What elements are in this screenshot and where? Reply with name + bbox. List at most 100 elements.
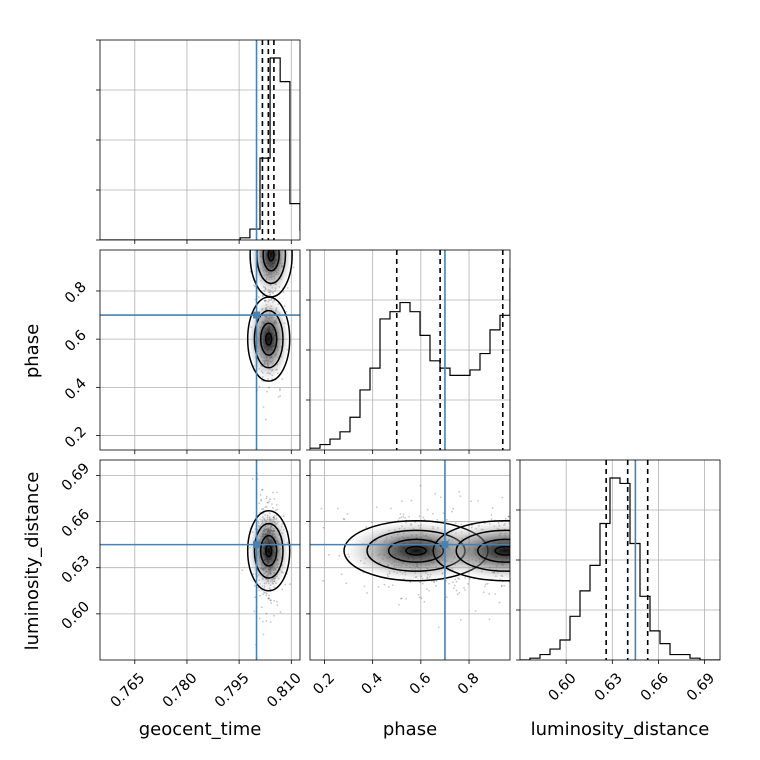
scatter-point: [536, 524, 538, 526]
scatter-point: [278, 232, 280, 234]
scatter-point: [439, 496, 442, 499]
scatter-point: [273, 497, 276, 500]
scatter-point: [268, 597, 271, 600]
scatter-point: [563, 571, 565, 573]
scatter-point: [488, 618, 491, 621]
scatter-point: [586, 539, 588, 541]
scatter-point: [518, 546, 520, 548]
scatter-point: [540, 568, 542, 570]
scatter-point: [515, 522, 517, 524]
scatter-point: [266, 235, 268, 237]
scatter-point: [529, 542, 531, 544]
scatter-point: [456, 593, 459, 596]
scatter-point: [524, 558, 526, 560]
scatter-point: [277, 242, 279, 244]
scatter-point: [277, 245, 279, 247]
scatter-point: [567, 546, 569, 548]
contour-line: [265, 332, 273, 346]
y-tick-label: 0.8: [62, 279, 90, 307]
scatter-point: [399, 513, 402, 515]
scatter-point: [510, 586, 512, 588]
scatter-point: [400, 516, 403, 519]
scatter-point: [274, 248, 276, 250]
scatter-point: [270, 234, 272, 236]
scatter-point: [391, 584, 394, 587]
scatter-point: [279, 387, 281, 390]
scatter-point: [273, 218, 275, 220]
scatter-point: [268, 247, 270, 249]
scatter-point: [520, 538, 522, 540]
histogram-step-line: [100, 57, 300, 240]
scatter-point: [417, 593, 420, 596]
scatter-point: [322, 579, 324, 582]
scatter-point: [552, 545, 554, 547]
x-tick-label: 0.810: [264, 670, 305, 711]
scatter-point: [279, 389, 281, 392]
panel-plot-area: [100, 218, 300, 450]
scatter-point: [526, 565, 528, 567]
scatter-point: [267, 236, 269, 238]
truth-marker: [253, 541, 261, 549]
scatter-point: [269, 220, 271, 222]
panel-frame: [99, 249, 301, 451]
scatter-point: [525, 548, 527, 550]
scatter-point: [511, 547, 513, 549]
scatter-point: [482, 591, 485, 594]
scatter-point: [365, 526, 368, 529]
density-region: [433, 520, 510, 581]
scatter-point: [271, 507, 274, 509]
scatter-point: [270, 220, 272, 222]
scatter-point: [426, 508, 429, 511]
panel-frame: [309, 459, 511, 661]
scatter-point: [266, 242, 268, 244]
x-tick-label: 0.2: [310, 670, 338, 698]
scatter-point: [264, 248, 266, 250]
scatter-point: [267, 248, 269, 250]
scatter-point: [400, 597, 403, 600]
scatter-point: [289, 583, 292, 586]
scatter-point: [276, 245, 278, 247]
scatter-point: [264, 591, 267, 594]
scatter-point: [269, 237, 271, 239]
scatter-point: [267, 242, 269, 244]
scatter-point: [269, 233, 271, 235]
contour-line: [253, 522, 284, 579]
scatter-point: [563, 526, 565, 528]
scatter-point: [467, 582, 470, 585]
scatter-point: [500, 585, 503, 588]
scatter-point: [537, 548, 539, 550]
scatter-point: [271, 221, 273, 223]
scatter-point: [422, 516, 425, 519]
scatter-point: [527, 576, 529, 578]
scatter-point: [272, 247, 274, 249]
scatter-point: [265, 497, 268, 500]
scatter-point: [556, 589, 558, 591]
x-tick-label: 0.60: [546, 670, 580, 704]
scatter-point: [530, 555, 532, 557]
scatter-point: [264, 418, 267, 421]
scatter-point: [288, 246, 290, 248]
scatter-point: [263, 591, 266, 594]
scatter-point: [265, 619, 268, 622]
scatter-point: [520, 516, 522, 518]
scatter-point: [547, 556, 549, 558]
contour-line: [253, 309, 284, 369]
scatter-point: [242, 222, 244, 224]
scatter-point: [397, 519, 400, 522]
scatter-point: [513, 546, 515, 548]
scatter-point: [285, 310, 288, 313]
scatter-point: [546, 552, 548, 554]
scatter-point: [259, 494, 262, 496]
scatter-point: [513, 580, 515, 582]
scatter-point: [529, 523, 531, 525]
scatter-point: [545, 545, 547, 547]
scatter-point: [532, 569, 534, 571]
scatter-point: [258, 385, 261, 388]
scatter-point: [526, 584, 528, 586]
scatter-point: [263, 230, 265, 232]
scatter-point: [484, 585, 486, 588]
scatter-point: [584, 555, 586, 557]
scatter-point: [265, 238, 267, 240]
scatter-point: [488, 593, 491, 595]
scatter-point: [279, 611, 282, 614]
